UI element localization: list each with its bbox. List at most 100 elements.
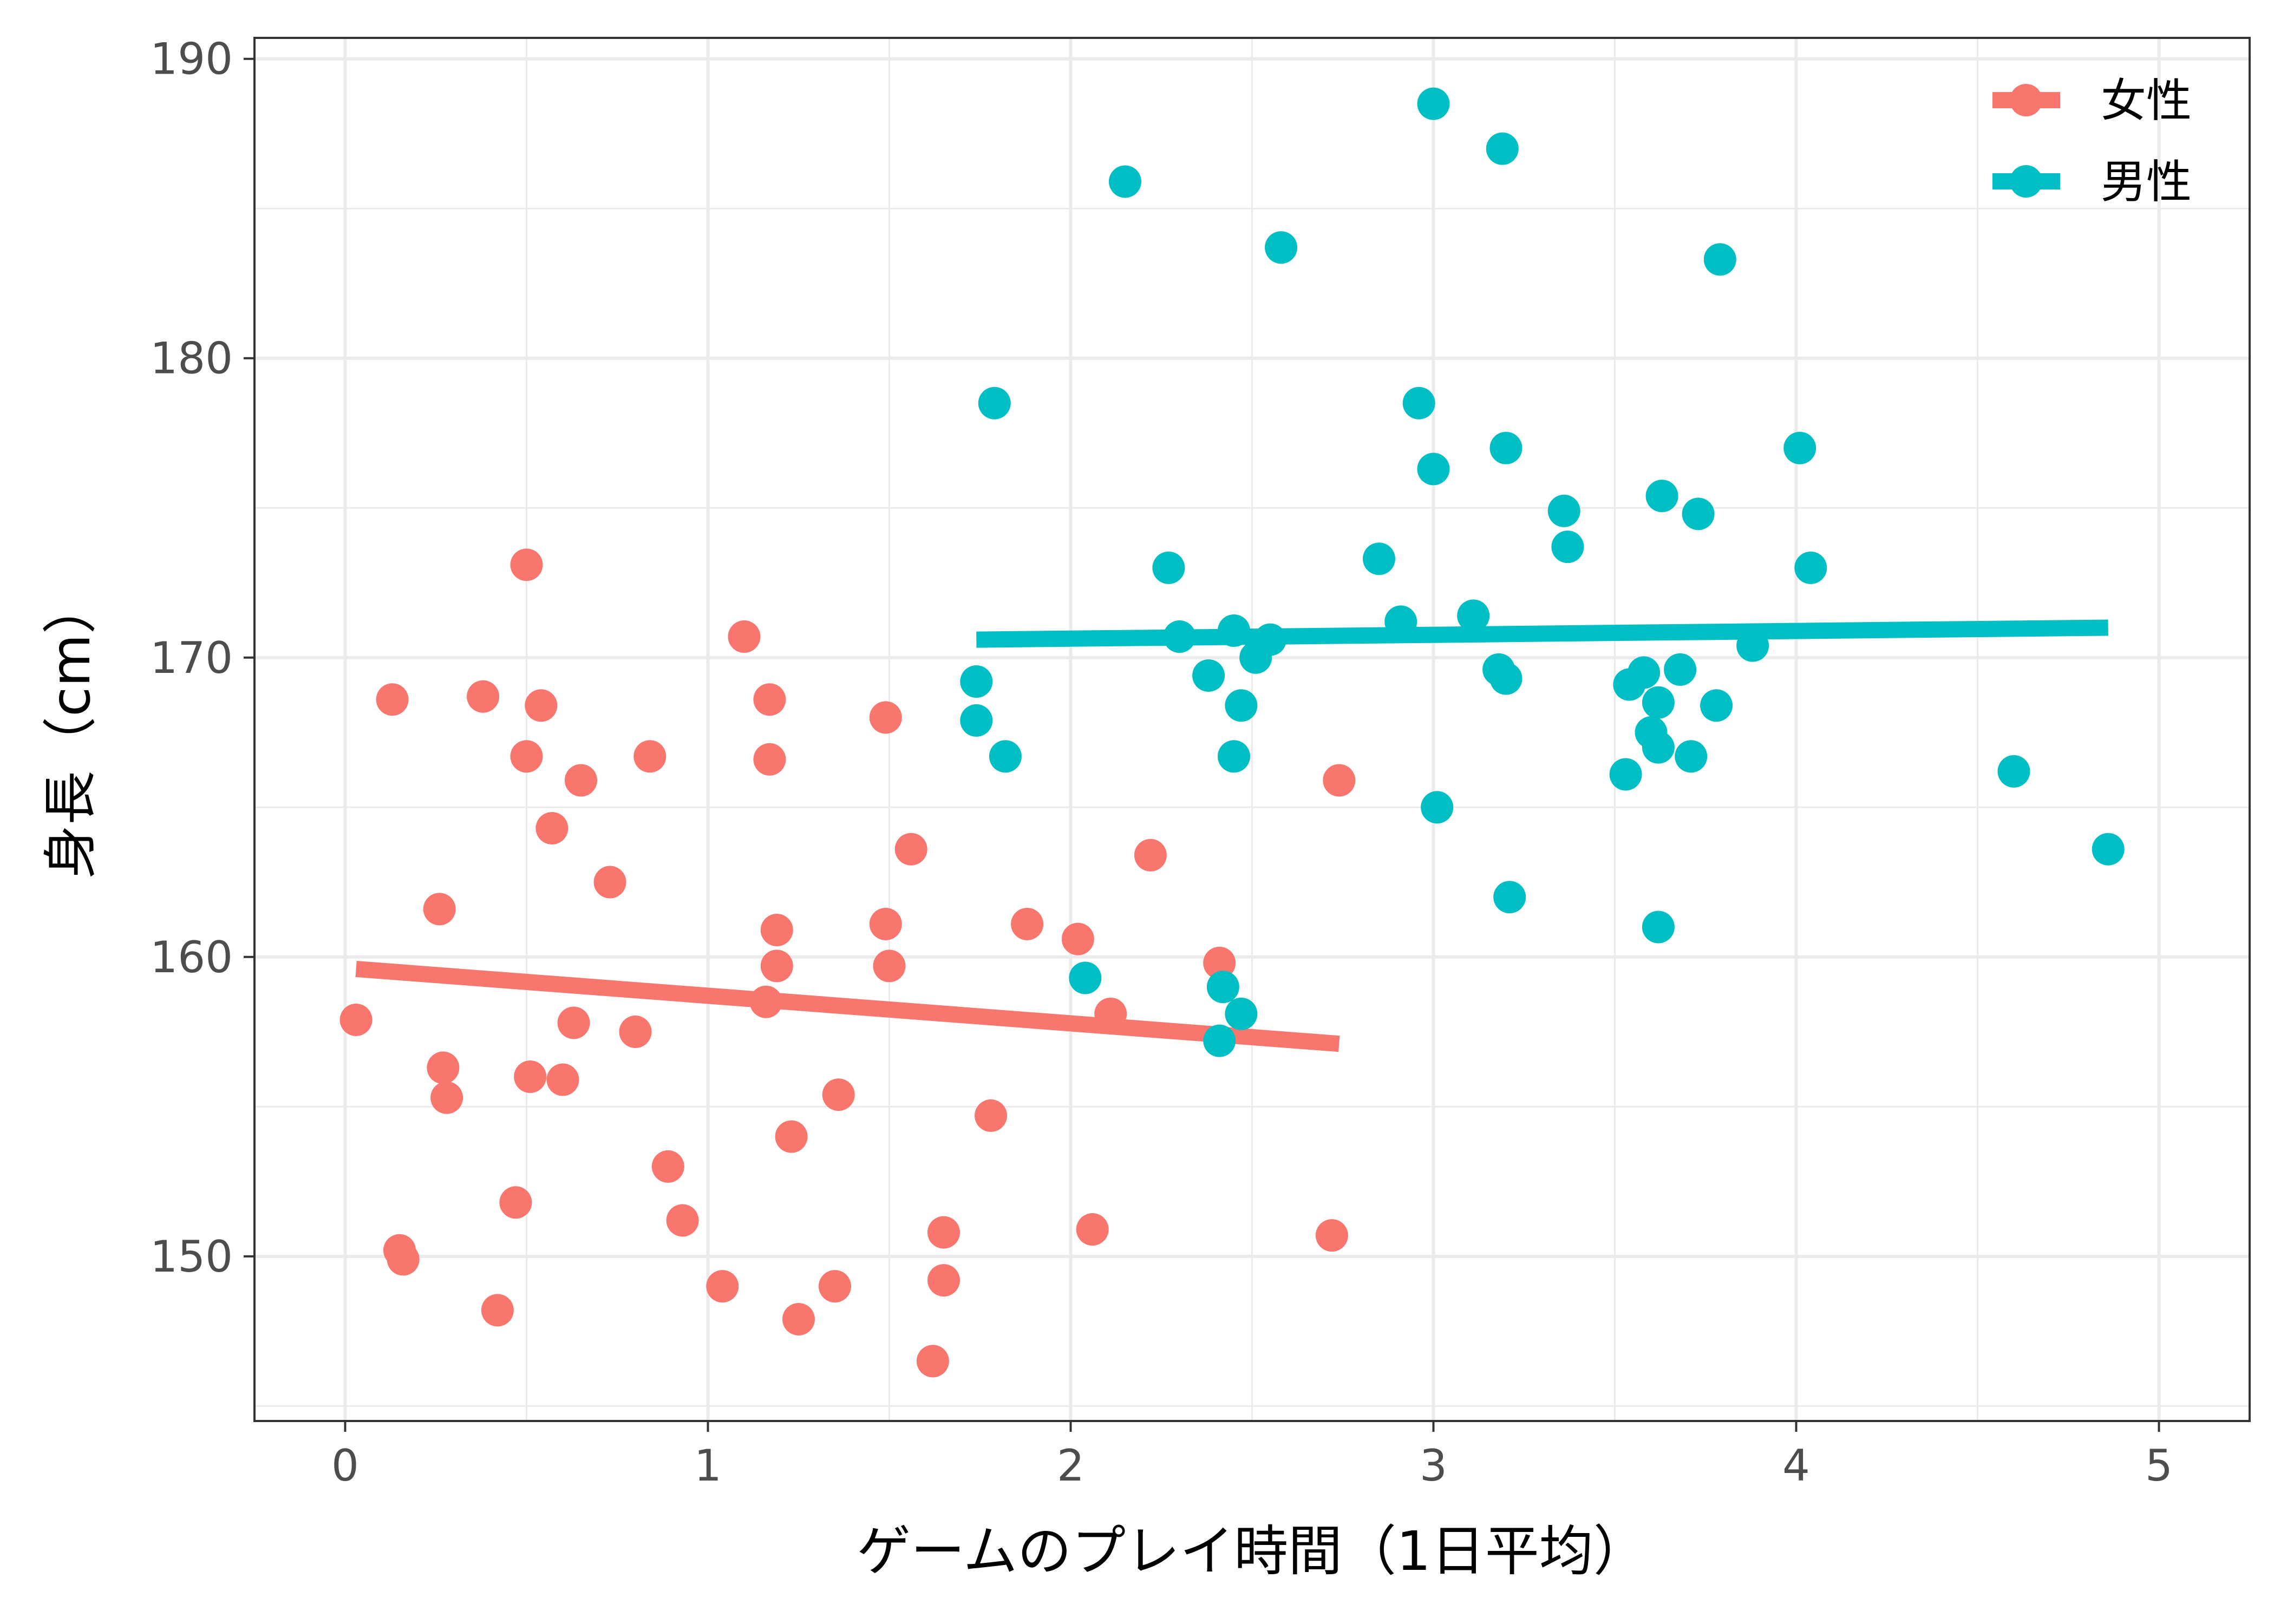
data-point-series-1: [1682, 497, 1715, 531]
x-tick-label: 5: [2145, 1440, 2173, 1491]
data-point-series-0: [927, 1264, 960, 1297]
data-point-series-1: [1493, 881, 1526, 914]
data-point-series-0: [822, 1078, 855, 1111]
data-point-series-1: [1551, 531, 1584, 564]
data-point-series-0: [546, 1063, 579, 1096]
data-point-series-1: [1489, 662, 1522, 695]
data-point-series-0: [467, 680, 500, 713]
data-point-series-0: [706, 1270, 739, 1303]
x-tick-label: 3: [1420, 1440, 1447, 1491]
data-point-series-1: [1384, 605, 1417, 638]
data-point-series-0: [666, 1204, 699, 1237]
data-point-series-0: [1076, 1213, 1109, 1246]
x-axis: 0 1 2 3 4 5: [331, 1421, 2173, 1491]
data-point-series-1: [1783, 431, 1816, 464]
data-point-series-0: [557, 1006, 590, 1039]
data-point-series-1: [1203, 1024, 1236, 1057]
y-axis: 150 160 170 180 190: [150, 34, 254, 1282]
data-point-series-0: [819, 1270, 851, 1303]
data-point-series-1: [1417, 453, 1450, 486]
data-point-series-1: [1254, 623, 1286, 656]
y-tick-label: 190: [150, 34, 233, 84]
data-point-series-1: [1417, 87, 1450, 120]
data-point-series-1: [1218, 614, 1250, 647]
data-point-series-0: [927, 1216, 960, 1249]
data-point-series-1: [1192, 659, 1225, 692]
data-point-series-0: [1134, 839, 1167, 872]
x-tick-label: 1: [694, 1440, 722, 1491]
data-point-series-1: [960, 704, 993, 737]
data-point-series-0: [869, 907, 902, 940]
data-point-series-0: [525, 689, 558, 722]
data-point-series-1: [1109, 165, 1141, 198]
data-point-series-1: [978, 387, 1011, 420]
data-point-series-1: [1489, 431, 1522, 464]
data-point-series-1: [1794, 551, 1827, 584]
data-point-series-1: [1265, 231, 1298, 264]
y-axis-title: 身長（cm）: [39, 580, 102, 879]
data-point-series-1: [1628, 656, 1661, 689]
data-point-series-1: [1163, 620, 1196, 653]
data-point-series-0: [1315, 1219, 1348, 1252]
data-point-series-0: [510, 548, 543, 581]
data-point-series-0: [633, 740, 666, 773]
data-point-series-1: [1206, 971, 1239, 1004]
data-point-series-0: [619, 1016, 652, 1049]
data-point-series-0: [916, 1345, 949, 1378]
data-point-series-0: [427, 1051, 460, 1084]
data-point-series-1: [1736, 629, 1769, 662]
data-point-series-1: [989, 740, 1022, 773]
x-tick-label: 0: [331, 1440, 359, 1491]
data-point-series-1: [1645, 480, 1678, 513]
data-point-series-1: [1700, 689, 1733, 722]
data-point-series-1: [1421, 791, 1454, 824]
data-point-series-0: [339, 1003, 373, 1036]
data-point-series-0: [873, 949, 906, 983]
data-point-series-1: [1642, 731, 1675, 764]
data-point-series-0: [753, 683, 786, 716]
y-tick-label: 160: [150, 932, 233, 983]
data-point-series-0: [514, 1060, 547, 1093]
data-point-series-0: [510, 740, 543, 773]
legend-key-point: [2010, 165, 2042, 198]
data-point-series-1: [1703, 243, 1736, 276]
data-point-series-1: [1486, 132, 1519, 165]
y-tick-label: 180: [150, 333, 233, 384]
data-point-series-0: [481, 1294, 514, 1327]
data-point-series-0: [894, 833, 927, 866]
data-points: [339, 87, 2125, 1378]
data-point-series-1: [1675, 740, 1708, 773]
data-point-series-1: [1997, 755, 2030, 788]
data-point-series-0: [565, 764, 597, 797]
x-tick-label: 4: [1782, 1440, 1810, 1491]
x-axis-title: ゲームのプレイ時間（1日平均）: [857, 1520, 1648, 1583]
data-point-series-1: [2092, 833, 2125, 866]
data-point-series-0: [760, 949, 793, 983]
data-point-series-1: [1664, 653, 1697, 686]
data-point-series-0: [430, 1081, 463, 1114]
data-point-series-0: [535, 812, 568, 844]
data-point-series-1: [1457, 599, 1490, 632]
data-point-series-0: [1094, 997, 1127, 1030]
legend-label-series-1: 男性: [2101, 155, 2192, 208]
data-point-series-1: [1218, 740, 1250, 773]
data-point-series-1: [1152, 551, 1185, 584]
data-point-series-0: [651, 1150, 684, 1183]
y-tick-label: 150: [150, 1232, 233, 1282]
data-point-series-0: [387, 1243, 420, 1276]
data-point-series-1: [1225, 689, 1258, 722]
minor-gridlines: [254, 38, 2250, 1421]
legend-label-series-0: 女性: [2101, 74, 2192, 127]
data-point-series-0: [593, 866, 626, 899]
data-point-series-1: [1642, 686, 1675, 719]
trend-line-series-0: [355, 960, 1340, 1052]
legend-key-point: [2010, 84, 2042, 116]
plot-panel: [253, 37, 2251, 1422]
data-point-series-1: [1642, 911, 1675, 944]
legend-key-series-0: [1992, 84, 2060, 116]
data-point-series-1: [1069, 961, 1102, 994]
x-tick-label: 2: [1057, 1440, 1084, 1491]
panel-border: [253, 37, 2251, 1422]
